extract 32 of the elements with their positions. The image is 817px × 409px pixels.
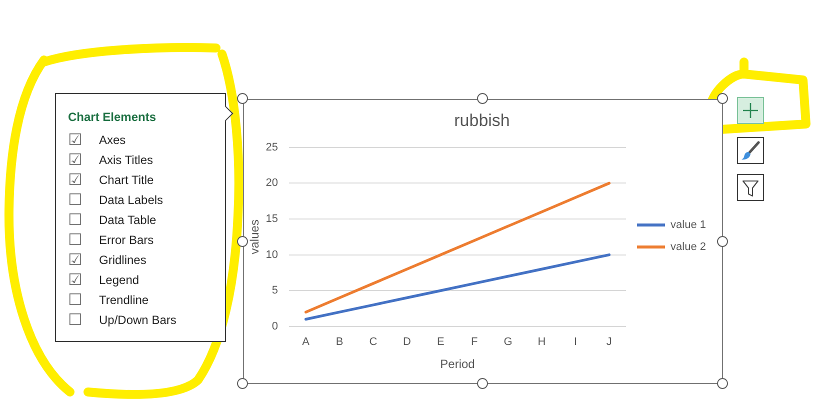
- text: ☑ Gridlines: [68, 250, 146, 270]
- x-tick-label: H: [538, 336, 546, 348]
- text: ☑ Chart Title: [68, 170, 154, 190]
- text: ☐ Data Labels: [68, 190, 164, 210]
- x-tick-label: A: [302, 336, 310, 348]
- text: ☑ Legend: [68, 270, 140, 290]
- text: ☐ Data Table: [68, 210, 156, 230]
- text: ☐ Up/Down Bars: [68, 310, 176, 330]
- chart-title: rubbish: [454, 110, 510, 130]
- x-tick-label: F: [471, 336, 478, 348]
- legend-label: value 2: [670, 241, 706, 254]
- text: ☑ Axes: [68, 130, 126, 150]
- y-tick-label: 0: [272, 320, 278, 332]
- text: ☐ Error Bars: [68, 230, 154, 250]
- x-tick-label: G: [504, 336, 512, 348]
- y-tick-label: 25: [266, 141, 278, 154]
- y-tick-label: 10: [266, 248, 278, 261]
- text: Chart Elements: [68, 110, 156, 124]
- text: ☐ Trendline: [68, 290, 149, 310]
- x-tick-label: E: [436, 336, 444, 348]
- y-tick-label: 5: [272, 284, 278, 297]
- legend-label: value 1: [670, 219, 706, 232]
- x-tick-label: I: [574, 336, 578, 348]
- x-tick-label: J: [606, 336, 612, 348]
- text: ☑ Axis Titles: [68, 150, 154, 170]
- x-tick-label: C: [369, 336, 378, 348]
- y-tick-label: 20: [266, 177, 278, 190]
- x-tick-label: D: [402, 336, 411, 348]
- y-tick-label: 15: [266, 213, 278, 226]
- x-tick-label: B: [336, 336, 344, 348]
- x-axis-title: Period: [440, 357, 475, 372]
- y-axis-title: values: [248, 220, 262, 254]
